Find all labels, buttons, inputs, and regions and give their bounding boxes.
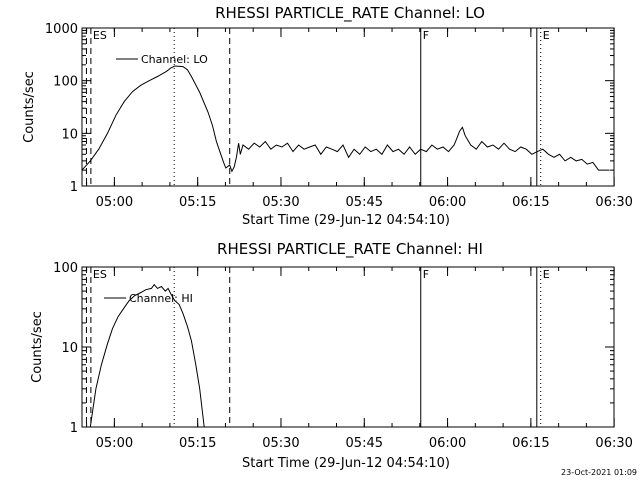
x-tick-label: 05:00 (96, 195, 133, 210)
x-tick-label: 05:15 (179, 436, 216, 451)
legend: Channel: LO (116, 53, 208, 66)
chart-panel-lo: RHESSI PARTICLE_RATE Channel: LO Counts/… (22, 4, 633, 228)
x-axis-label: Start Time (29-Jun-12 04:54:10) (242, 213, 450, 228)
x-tick-label: 05:00 (96, 436, 133, 451)
y-axis-label: Counts/sec (22, 71, 37, 143)
event-marker-label: E (543, 268, 550, 281)
x-tick-label: 05:30 (262, 436, 299, 451)
footer-timestamp: 23-Oct-2021 01:09 (561, 468, 637, 477)
x-tick-label: 05:45 (346, 195, 383, 210)
event-marker-label: ES (93, 29, 107, 42)
chart-title: RHESSI PARTICLE_RATE Channel: HI (217, 240, 483, 259)
x-tick-label: 06:30 (595, 195, 632, 210)
event-marker-label: F (423, 268, 429, 281)
event-marker-label: E (543, 29, 550, 42)
x-tick-label: 06:00 (429, 195, 466, 210)
x-tick-label: 05:45 (346, 436, 383, 451)
y-tick-label: 100 (53, 75, 78, 90)
series-line (89, 283, 205, 428)
y-tick-label: 100 (53, 261, 78, 276)
event-marker-label: F (423, 29, 429, 42)
y-tick-label: 10 (61, 341, 78, 356)
chart-title: RHESSI PARTICLE_RATE Channel: LO (215, 4, 485, 23)
x-axis-label: Start Time (29-Jun-12 04:54:10) (242, 456, 450, 471)
event-marker-label: ES (93, 268, 107, 281)
y-tick-label: 1 (70, 180, 78, 195)
x-tick-label: 06:30 (595, 436, 632, 451)
legend-label: Channel: LO (141, 53, 208, 66)
legend: Channel: HI (104, 292, 193, 305)
x-tick-label: 06:15 (512, 436, 549, 451)
chart-panel-hi: RHESSI PARTICLE_RATE Channel: HI Counts/… (30, 240, 633, 471)
y-tick-label: 10 (61, 127, 78, 142)
y-tick-label: 1 (70, 421, 78, 436)
x-tick-label: 06:00 (429, 436, 466, 451)
legend-label: Channel: HI (129, 292, 193, 305)
plot-frame (81, 27, 615, 187)
y-axis-label: Counts/sec (30, 311, 45, 383)
series-line (81, 65, 610, 173)
plot-frame (81, 266, 615, 428)
x-tick-label: 05:30 (262, 195, 299, 210)
x-tick-label: 06:15 (512, 195, 549, 210)
y-tick-label: 1000 (45, 22, 78, 37)
x-tick-label: 05:15 (179, 195, 216, 210)
